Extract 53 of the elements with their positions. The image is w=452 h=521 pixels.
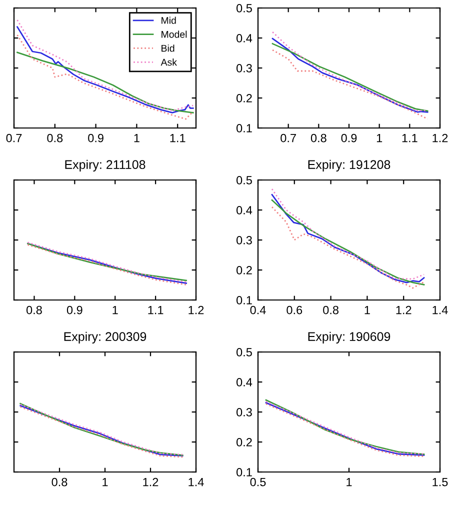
x-tick-label: 1.5 <box>432 478 448 486</box>
y-tick-label: 0.2 <box>236 438 252 446</box>
x-tick-label: 1.2 <box>396 306 412 314</box>
y-tick-label: 0.3 <box>236 408 252 416</box>
chart-title: Expiry: 211108 <box>65 160 146 172</box>
x-tick-label: 0.7 <box>280 134 296 142</box>
x-tick-label: 0.9 <box>88 134 104 142</box>
legend-label: Ask <box>160 58 177 66</box>
y-tick-label: 0.5 <box>236 176 252 184</box>
y-tick-label: 0.4 <box>236 34 252 42</box>
x-tick-label: 1.2 <box>432 134 448 142</box>
line-series <box>272 49 428 120</box>
y-tick-label: 0.3 <box>236 236 252 244</box>
x-tick-label: 0.4 <box>250 306 266 314</box>
chart-title: Expiry: 190609 <box>308 332 390 344</box>
x-tick-label: 0.7 <box>6 134 22 142</box>
x-tick-label: 0.9 <box>341 134 357 142</box>
y-tick-label: 0.5 <box>236 348 252 356</box>
legend-label: Mid <box>162 16 176 24</box>
y-tick-label: 0.1 <box>236 124 252 132</box>
x-tick-label: 1 <box>112 306 118 314</box>
x-tick-label: 0.8 <box>47 134 63 142</box>
x-tick-label: 1.2 <box>188 306 204 314</box>
x-tick-label: 0.8 <box>323 306 338 314</box>
x-tick-label: 1 <box>134 134 140 142</box>
chart-title: Expiry: 191208 <box>308 160 390 172</box>
x-tick-label: 0.8 <box>310 134 326 142</box>
x-tick-label: 1 <box>364 306 370 314</box>
y-tick-label: 0.2 <box>236 94 252 102</box>
x-tick-label: 0.8 <box>52 478 68 486</box>
x-tick-label: 1.1 <box>170 134 186 142</box>
x-tick-label: 1 <box>102 478 108 486</box>
x-tick-label: 0.8 <box>26 306 42 314</box>
legend-label: Model <box>162 30 187 38</box>
x-tick-label: 1.4 <box>432 306 448 314</box>
x-tick-label: 0.6 <box>286 306 302 314</box>
x-tick-label: 1.1 <box>402 134 418 142</box>
y-tick-label: 0.1 <box>236 296 252 304</box>
y-tick-label: 0.3 <box>236 64 252 72</box>
x-tick-label: 1 <box>346 478 352 486</box>
y-tick-label: 0.2 <box>236 266 252 274</box>
x-tick-label: 1.2 <box>143 478 158 486</box>
chart-title: Expiry: 200309 <box>64 332 146 344</box>
y-tick-label: 0.1 <box>236 468 252 476</box>
y-tick-label: 0.4 <box>236 206 252 214</box>
x-tick-label: 1.1 <box>148 306 164 314</box>
legend-label: Bid <box>162 44 174 52</box>
y-tick-label: 0.4 <box>236 378 252 386</box>
x-tick-label: 1.4 <box>188 478 204 486</box>
x-tick-label: 1 <box>376 134 382 142</box>
y-tick-label: 0.5 <box>236 4 252 12</box>
x-tick-label: 0.5 <box>250 478 266 486</box>
x-tick-label: 0.9 <box>66 306 82 314</box>
